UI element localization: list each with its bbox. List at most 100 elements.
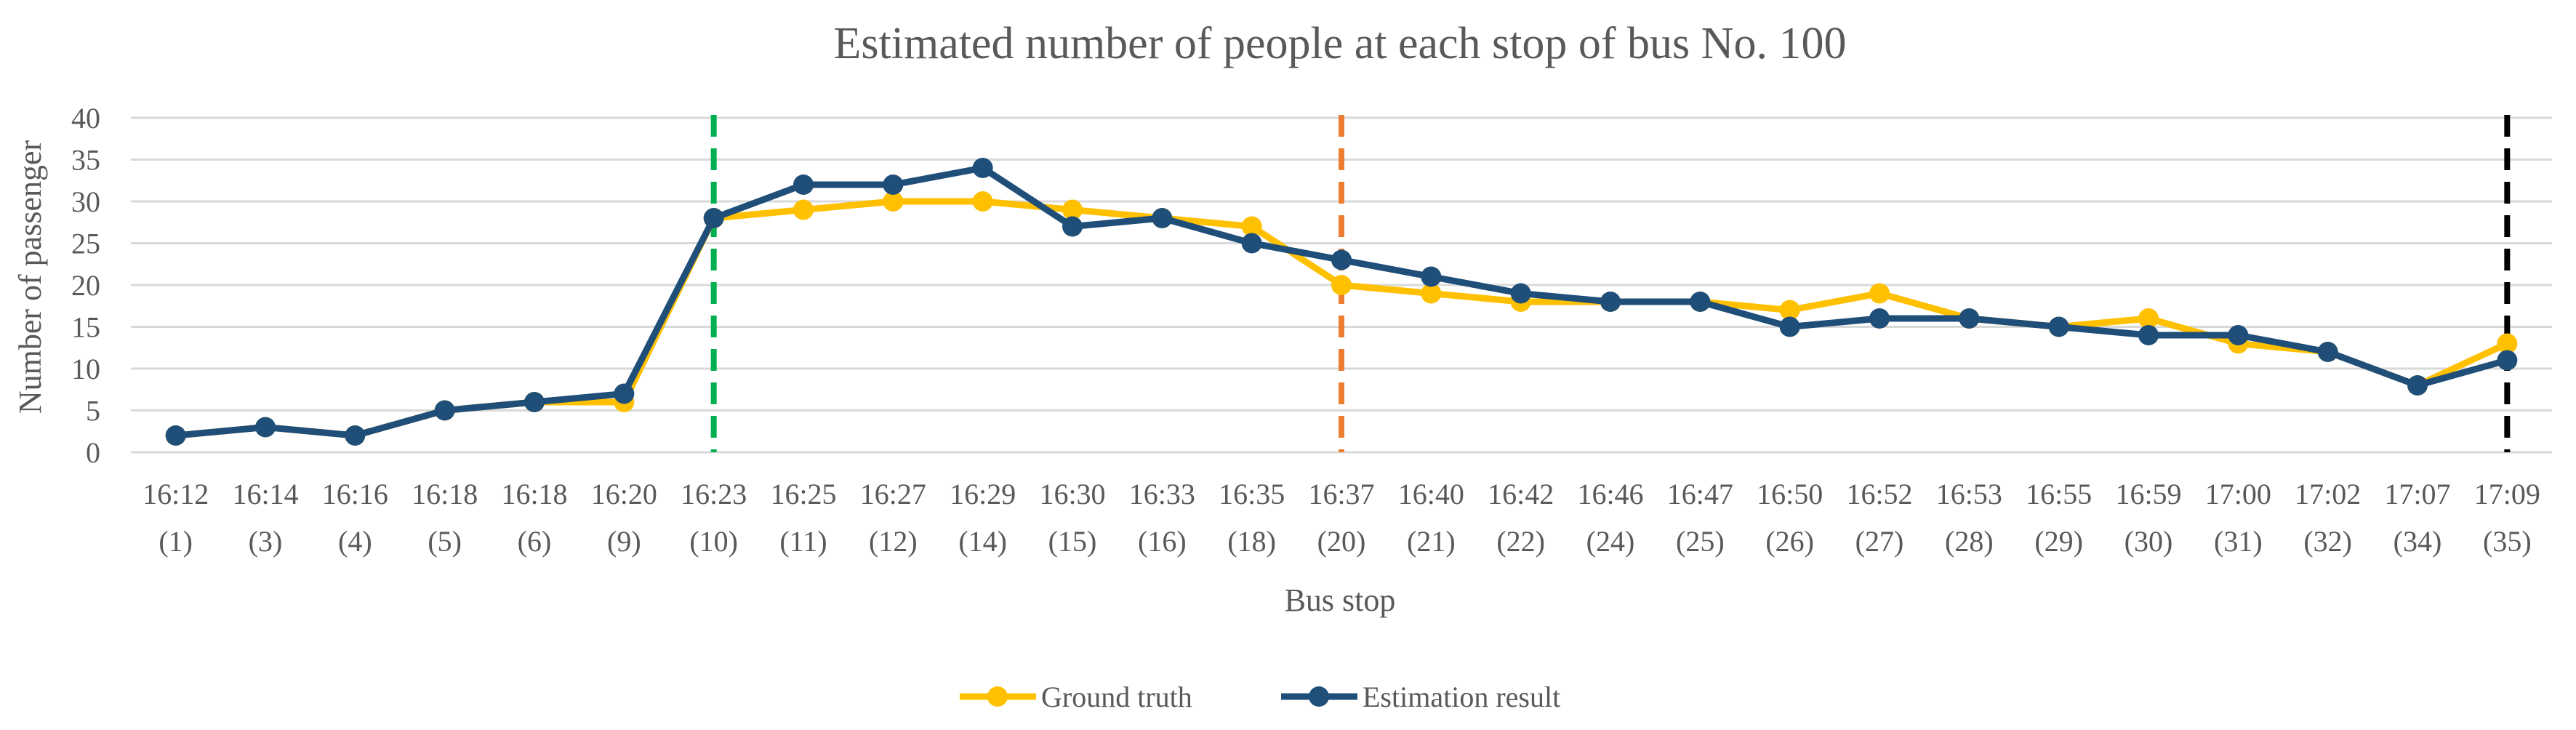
x-tick-time: 16:23	[681, 478, 747, 510]
data-point	[1779, 316, 1800, 337]
x-tick-time: 16:18	[501, 478, 567, 510]
x-tick-time: 16:29	[950, 478, 1016, 510]
x-tick-stop: (12)	[869, 525, 918, 558]
x-tick-time: 16:16	[322, 478, 388, 510]
x-tick-stop: (5)	[428, 525, 462, 558]
x-tick-time: 16:46	[1577, 478, 1643, 510]
y-tick-label: 30	[71, 185, 100, 218]
data-point	[524, 392, 545, 412]
legend-swatch-marker	[1309, 686, 1329, 707]
x-tick-stop: (22)	[1496, 525, 1545, 558]
x-axis-ticks: 16:12 (1) 16:14 (3) 16:16 (4) 16:18 (5) 16:18 (6)…	[143, 478, 2540, 558]
x-tick-time: 16:42	[1488, 478, 1554, 510]
x-tick-time: 17:02	[2295, 478, 2361, 510]
chart-title: Estimated number of people at each stop …	[834, 19, 1847, 68]
y-tick-label: 20	[71, 269, 100, 302]
data-point	[1241, 233, 1262, 254]
x-tick-time: 17:09	[2474, 478, 2540, 510]
data-point	[1869, 308, 1890, 329]
x-tick-stop: (10)	[689, 525, 738, 558]
x-tick-time: 16:14	[232, 478, 298, 510]
data-point	[793, 175, 814, 195]
data-point	[1600, 292, 1621, 312]
data-point	[1062, 216, 1083, 237]
x-tick-time: 16:37	[1308, 478, 1374, 510]
x-tick-time: 16:40	[1398, 478, 1464, 510]
legend: Ground truth Estimation result	[960, 681, 1560, 713]
series-lines	[165, 158, 2518, 446]
y-tick-label: 35	[71, 144, 100, 177]
x-tick-time: 16:35	[1219, 478, 1285, 510]
data-point	[1510, 283, 1531, 304]
x-tick-stop: (24)	[1586, 525, 1635, 558]
x-tick-stop: (15)	[1048, 525, 1097, 558]
x-tick-time: 16:55	[2026, 478, 2092, 510]
x-tick-time: 16:33	[1129, 478, 1195, 510]
data-point	[793, 199, 814, 220]
data-point	[1779, 300, 1800, 321]
x-tick-time: 17:07	[2384, 478, 2450, 510]
data-point	[1152, 208, 1173, 228]
data-point	[2138, 325, 2159, 345]
x-axis-label: Bus stop	[1285, 582, 1396, 618]
data-point	[883, 175, 904, 195]
x-tick-stop: (34)	[2394, 525, 2442, 558]
data-point	[2228, 325, 2249, 345]
data-point	[345, 425, 366, 446]
data-point	[2138, 308, 2159, 329]
x-tick-time: 16:59	[2115, 478, 2181, 510]
x-tick-stop: (32)	[2303, 525, 2352, 558]
data-point	[2497, 333, 2518, 354]
y-tick-label: 5	[86, 395, 100, 428]
legend-label: Estimation result	[1363, 681, 1560, 713]
y-tick-label: 0	[86, 436, 100, 469]
y-tick-label: 10	[71, 353, 100, 385]
x-tick-time: 16:25	[770, 478, 836, 510]
x-tick-stop: (20)	[1317, 525, 1366, 558]
x-tick-stop: (1)	[159, 525, 193, 558]
x-tick-stop: (18)	[1227, 525, 1276, 558]
data-point	[703, 208, 724, 228]
data-point	[972, 191, 993, 212]
y-tick-label: 40	[71, 102, 100, 135]
x-tick-stop: (16)	[1138, 525, 1187, 558]
data-point	[2497, 350, 2518, 371]
x-tick-stop: (28)	[1945, 525, 1994, 558]
x-tick-stop: (30)	[2124, 525, 2173, 558]
data-point	[1869, 283, 1890, 304]
x-tick-time: 16:50	[1757, 478, 1823, 510]
x-tick-stop: (31)	[2214, 525, 2263, 558]
x-tick-stop: (11)	[779, 525, 827, 558]
data-point	[2317, 342, 2338, 362]
legend-swatch-marker	[987, 686, 1008, 707]
data-point	[165, 425, 186, 446]
x-tick-time: 16:52	[1846, 478, 1912, 510]
data-point	[883, 191, 904, 212]
x-tick-stop: (27)	[1855, 525, 1904, 558]
x-tick-time: 16:30	[1039, 478, 1105, 510]
x-tick-stop: (26)	[1765, 525, 1814, 558]
x-tick-stop: (4)	[338, 525, 372, 558]
x-tick-time: 16:27	[860, 478, 926, 510]
data-point	[2407, 375, 2428, 396]
data-point	[972, 158, 993, 178]
y-tick-label: 15	[71, 311, 100, 344]
x-tick-stop: (3)	[249, 525, 283, 558]
data-point	[1421, 266, 1442, 287]
data-point	[434, 400, 455, 421]
data-point	[1421, 283, 1442, 304]
x-tick-stop: (21)	[1407, 525, 1456, 558]
x-tick-stop: (14)	[958, 525, 1007, 558]
x-tick-time: 16:53	[1936, 478, 2002, 510]
x-tick-time: 16:18	[412, 478, 478, 510]
data-point	[255, 417, 276, 438]
data-point	[1062, 199, 1083, 220]
y-axis-label: Number of passenger	[12, 140, 48, 414]
x-tick-time: 16:20	[591, 478, 657, 510]
x-tick-stop: (29)	[2034, 525, 2083, 558]
data-point	[1959, 308, 1980, 329]
data-point	[2048, 316, 2069, 337]
x-tick-time: 17:00	[2205, 478, 2271, 510]
x-tick-time: 16:47	[1667, 478, 1733, 510]
